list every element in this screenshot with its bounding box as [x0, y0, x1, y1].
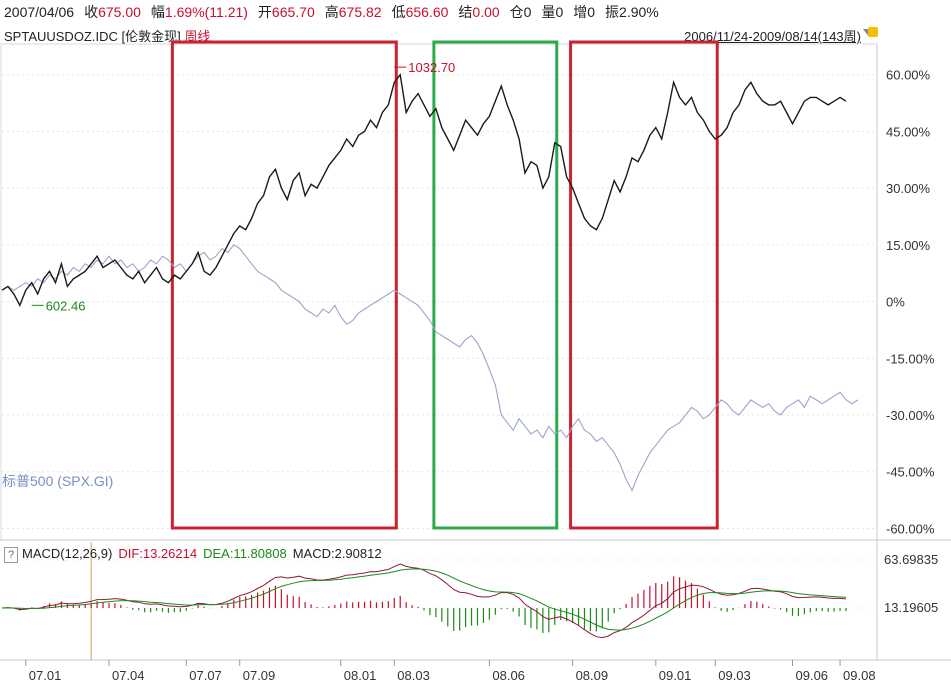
symbol-bar: SPTAUUSDOZ.IDC [伦敦金现] 周线 2006/11/24-2009…	[0, 24, 951, 44]
position-value: 0	[523, 4, 532, 20]
symbol-title: SPTAUUSDOZ.IDC [伦敦金现] 周线	[4, 26, 210, 45]
date-label: 2007/04/06	[4, 4, 75, 20]
x-tick-label: 07.09	[243, 668, 276, 683]
legend-spx: 标普500 (SPX.GI)	[2, 473, 113, 489]
increase-label: 增	[573, 4, 588, 20]
annotation-box	[170, 40, 398, 530]
macd-y-tick-label: 63.69835	[884, 552, 938, 567]
x-tick-label: 08.03	[397, 668, 430, 683]
close-value: 675.00	[98, 4, 141, 20]
low-label: 低	[391, 4, 406, 20]
macd-title: MACD(12,26,9)	[22, 546, 113, 561]
series-line-spx	[1, 244, 859, 492]
y-tick-label: -45.00%	[886, 465, 935, 480]
volume-label: 量	[541, 4, 556, 20]
x-tick-label: 08.01	[344, 668, 377, 683]
y-tick-label: 60.00%	[886, 68, 931, 83]
x-tick-label: 09.03	[718, 668, 751, 683]
open-label: 开	[257, 4, 272, 20]
x-tick-label: 09.01	[659, 668, 692, 683]
info-bar: 2007/04/06 收675.00 幅1.69%(11.21) 开665.70…	[0, 0, 951, 24]
open-value: 665.70	[271, 4, 315, 20]
volume-value: 0	[555, 4, 564, 20]
increase-value: 0	[587, 4, 596, 20]
x-tick-label: 07.04	[112, 668, 145, 683]
x-tick-label: 09.06	[796, 668, 829, 683]
y-tick-label: -60.00%	[886, 521, 935, 536]
y-tick-label: 0%	[886, 295, 905, 310]
y-tick-label: 15.00%	[886, 238, 931, 253]
x-tick-label: 08.09	[576, 668, 609, 683]
change-label: 幅	[150, 4, 165, 20]
symbol-code: SPTAUUSDOZ.IDC [伦敦金现]	[4, 29, 181, 44]
y-tick-label: -15.00%	[886, 351, 935, 366]
annotation-box	[432, 40, 559, 530]
macd-dif: DIF:13.26214	[118, 546, 198, 561]
close-label: 收	[84, 4, 99, 20]
macd-value: MACD:2.90812	[292, 546, 382, 561]
settle-label: 结	[458, 4, 473, 20]
annotation-box	[569, 40, 719, 530]
y-tick-label: 30.00%	[886, 181, 931, 196]
marker-label: 1032.70	[408, 60, 455, 75]
date-range[interactable]: 2006/11/24-2009/08/14(143周)	[684, 29, 861, 44]
period-label[interactable]: 周线	[184, 29, 211, 44]
x-tick-label: 08.06	[492, 668, 525, 683]
amplitude-value: 2.90%	[619, 4, 659, 20]
x-tick-label: 07.01	[29, 668, 62, 683]
macd-dea-line	[1, 568, 847, 631]
y-tick-label: 45.00%	[886, 124, 931, 139]
macd-header: ? MACD(12,26,9) DIF:13.26214 DEA:11.80808 MA…	[4, 546, 382, 563]
y-tick-label: -30.00%	[886, 408, 935, 423]
macd-dif-line	[1, 563, 847, 639]
lock-icon[interactable]	[868, 27, 878, 37]
macd-y-tick-label: 13.19605	[884, 600, 938, 615]
high-label: 高	[324, 4, 339, 20]
settle-value: 0.00	[472, 4, 500, 20]
x-tick-label: 07.07	[189, 668, 222, 683]
macd-dea: DEA:11.80808	[203, 546, 287, 561]
x-tick-label: 09.08	[843, 668, 876, 683]
series-line-gold	[1, 72, 847, 307]
help-icon[interactable]: ?	[4, 547, 18, 563]
marker-label: 602.46	[46, 298, 86, 313]
position-label: 仓	[509, 4, 524, 20]
low-value: 656.60	[405, 4, 449, 20]
change-value: 1.69%(11.21)	[164, 4, 248, 20]
amplitude-label: 振	[605, 4, 620, 20]
high-value: 675.82	[338, 4, 382, 20]
